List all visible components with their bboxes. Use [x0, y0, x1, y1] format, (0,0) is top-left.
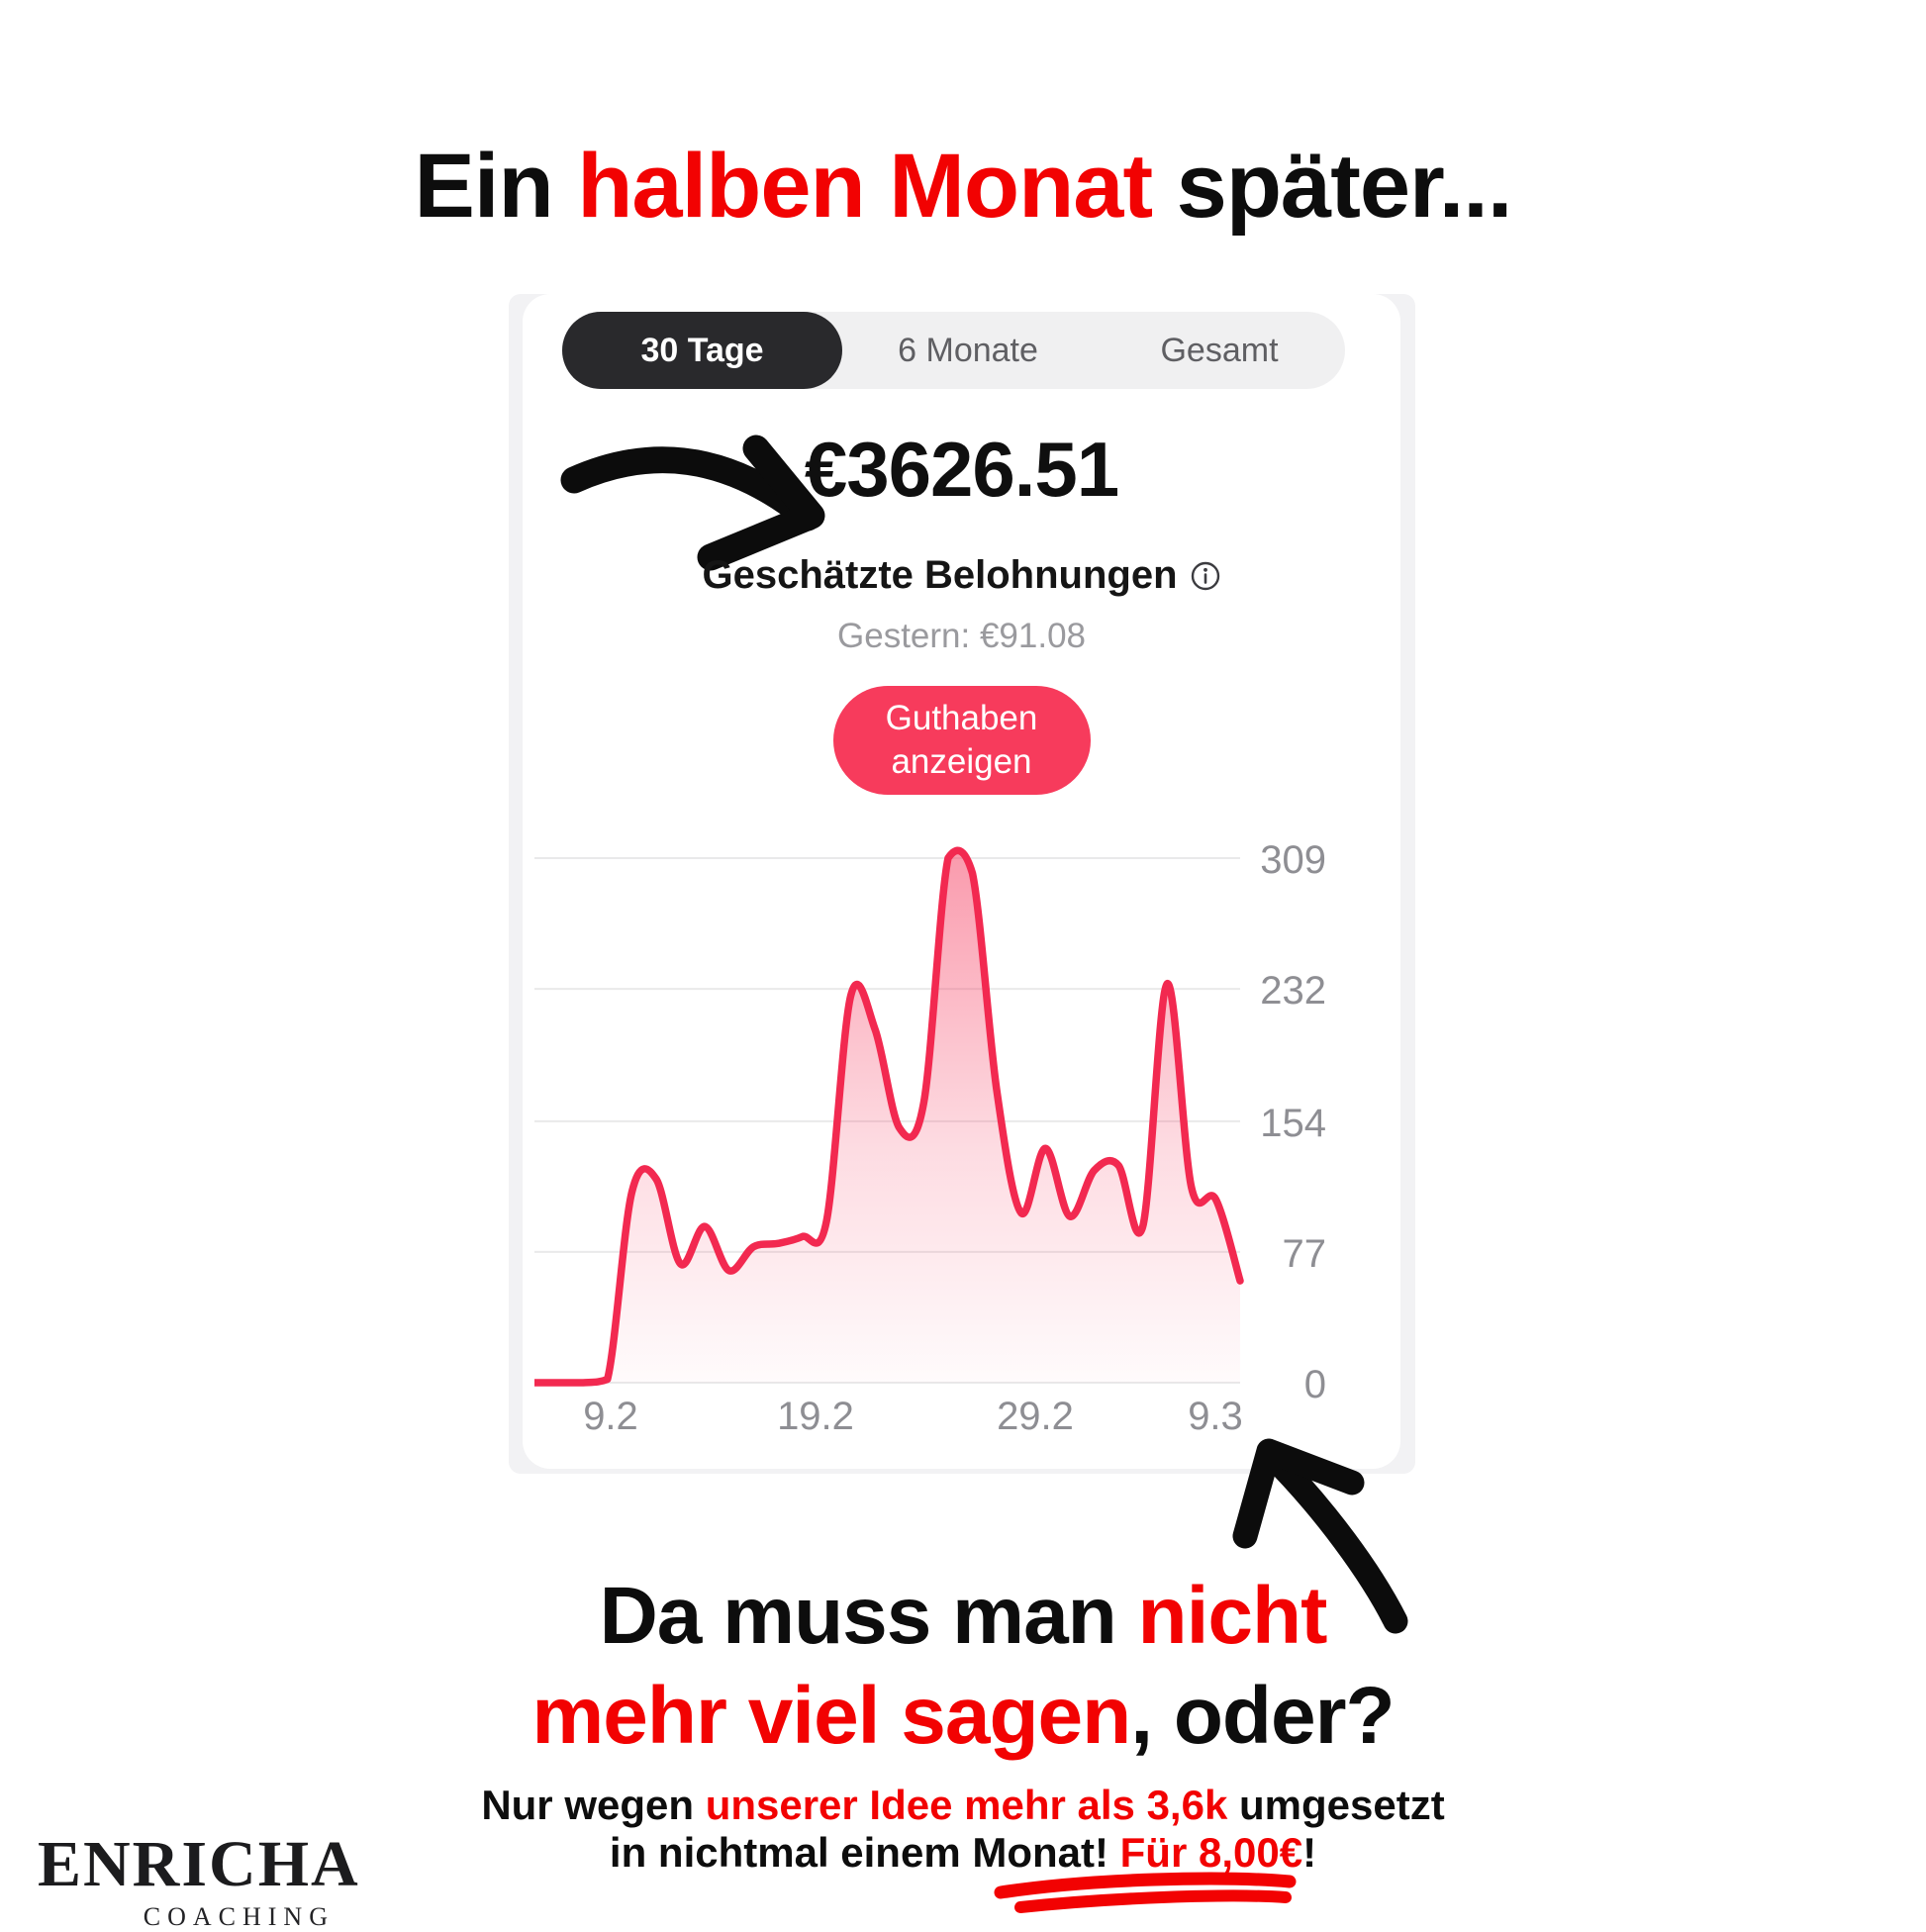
hand-drawn-arrow-up-icon — [1232, 1438, 1408, 1634]
logo-subtitle: COACHING — [143, 1902, 335, 1931]
svg-text:77: 77 — [1283, 1232, 1327, 1276]
svg-text:309: 309 — [1260, 838, 1326, 882]
show-balance-line1: Guthaben — [885, 699, 1038, 737]
svg-text:154: 154 — [1260, 1102, 1326, 1145]
time-range-tabbar: 30 Tage 6 Monate Gesamt — [562, 312, 1345, 389]
headline-part2: später... — [1152, 135, 1513, 237]
tab-gesamt[interactable]: Gesamt — [1094, 312, 1345, 389]
logo-name: ENRICHA — [38, 1828, 360, 1900]
statement-line1: Da muss man nicht — [599, 1571, 1328, 1661]
app-screenshot: 30 Tage 6 Monate Gesamt €3626.51 Geschät… — [509, 294, 1415, 1474]
tab-6-monate[interactable]: 6 Monate — [842, 312, 1094, 389]
rewards-chart-svg: 309 232 154 77 0 9.2 19.2 29.2 9.3 — [530, 838, 1327, 1438]
yesterday-amount: Gestern: €91.08 — [837, 617, 1086, 655]
rewards-chart: 309 232 154 77 0 9.2 19.2 29.2 9.3 — [530, 833, 1338, 1445]
headline-part1: Ein — [414, 135, 578, 237]
show-balance-button[interactable]: Guthaben anzeigen — [832, 686, 1091, 795]
rewards-label-row: Geschätzte Belohnungen — [523, 553, 1400, 598]
rewards-card: 30 Tage 6 Monate Gesamt €3626.51 Geschät… — [523, 294, 1400, 1469]
svg-text:0: 0 — [1304, 1363, 1326, 1406]
red-underline-doodle-icon — [994, 1872, 1297, 1913]
estimated-rewards-amount: €3626.51 — [804, 426, 1119, 513]
statement: Da muss man nicht mehr viel sagen, oder? — [0, 1566, 1926, 1766]
svg-text:9.3: 9.3 — [1188, 1395, 1243, 1438]
headline-highlight: halben Monat — [577, 135, 1153, 237]
subtext: Nur wegen unserer Idee mehr als 3,6k umg… — [0, 1782, 1926, 1877]
subtext-line1: Nur wegen unserer Idee mehr als 3,6k umg… — [481, 1782, 1445, 1828]
svg-text:29.2: 29.2 — [997, 1395, 1074, 1438]
subtext-line2: in nichtmal einem Monat! Für 8,00€! — [609, 1829, 1317, 1876]
headline: Ein halben Monat später... — [0, 135, 1926, 239]
hand-drawn-arrow-right-icon — [560, 435, 825, 571]
svg-text:19.2: 19.2 — [777, 1395, 854, 1438]
tab-30-tage[interactable]: 30 Tage — [562, 312, 843, 389]
info-icon[interactable] — [1190, 560, 1221, 592]
svg-text:9.2: 9.2 — [583, 1395, 638, 1438]
rewards-label: Geschätzte Belohnungen — [702, 553, 1178, 597]
show-balance-line2: anzeigen — [891, 742, 1032, 781]
brand-logo: ENRICHA COACHING — [38, 1827, 360, 1932]
svg-text:232: 232 — [1260, 969, 1326, 1013]
statement-line2: mehr viel sagen, oder? — [531, 1671, 1395, 1761]
